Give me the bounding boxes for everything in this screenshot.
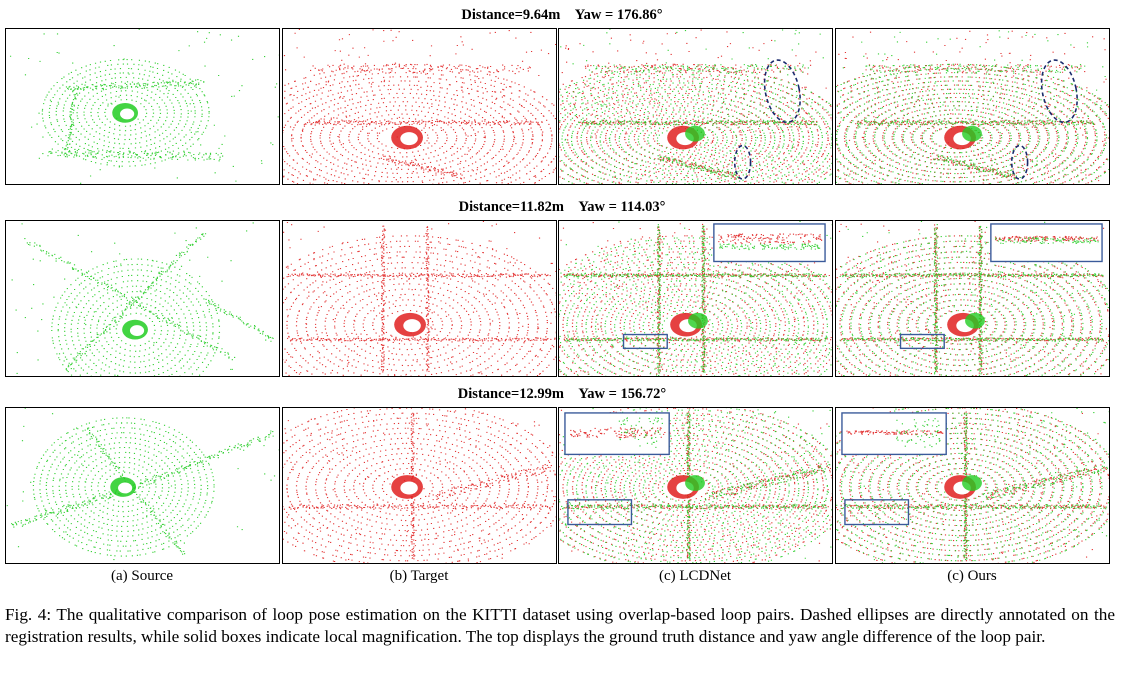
dashed-ellipse-annotation [763, 59, 801, 124]
pointcloud-row2-ours [836, 221, 1109, 376]
pointcloud-row1-lcdnet [559, 29, 832, 184]
inset-target-points [718, 233, 823, 245]
col-label-ours: (c) Ours [947, 568, 997, 584]
source-center-blob [685, 125, 705, 142]
pointcloud-row3-lcdnet [559, 408, 832, 563]
registered-source-cloud [559, 221, 832, 376]
pointcloud-row3-ours [836, 408, 1109, 563]
pointcloud-row2-target [283, 221, 556, 376]
source-center-blob [965, 312, 985, 329]
inset-source-points [719, 243, 821, 251]
panel-row1-source [5, 28, 280, 185]
magnified-inset-box [564, 412, 670, 456]
pointcloud-row1-target [283, 29, 556, 184]
inset-source-points [994, 237, 1099, 245]
figure-caption: Fig. 4: The qualitative comparison of lo… [5, 605, 1115, 646]
target-center-blob-hole [400, 132, 418, 146]
source-cloud [11, 222, 274, 376]
col-label-source: (a) Source [110, 568, 174, 584]
panel-row3-target [282, 407, 557, 564]
pointcloud-row1-ours [836, 30, 1109, 184]
pointcloud-row3-target [283, 408, 556, 563]
row-1-title: Distance=9.64m Yaw = 176.86° [461, 7, 663, 23]
source-center-blob [688, 312, 708, 329]
registered-source-cloud [559, 29, 832, 184]
registered-source-cloud [836, 30, 1109, 184]
panel-row2-lcdnet [558, 220, 833, 377]
dashed-ellipse-annotation [1010, 144, 1029, 180]
target-center-blob-hole [403, 319, 421, 333]
source-cloud [6, 408, 279, 561]
panel-row2-ours [835, 220, 1110, 377]
source-cloud [9, 29, 279, 184]
target-cloud [283, 408, 556, 563]
source-center-blob-hole [129, 325, 145, 337]
registered-source-cloud [836, 221, 1109, 376]
panel-row1-lcdnet [558, 28, 833, 185]
col-label-lcdnet: (c) LCDNet [658, 568, 732, 584]
target-cloud [283, 221, 556, 376]
source-center-blob [962, 475, 982, 491]
magnified-inset-box [990, 223, 1103, 263]
source-center-blob [962, 125, 982, 142]
inset-target-points [570, 427, 666, 439]
source-center-blob-hole [120, 108, 135, 120]
dashed-ellipse-annotation [1040, 59, 1078, 124]
panel-row3-ours [835, 407, 1110, 564]
inset-source-points [896, 418, 941, 448]
dashed-ellipse-annotation [733, 144, 752, 180]
panel-row2-source [5, 220, 280, 377]
row-3-title: Distance=12.99m Yaw = 156.72° [457, 386, 667, 402]
row-2-title: Distance=11.82m Yaw = 114.03° [458, 199, 666, 215]
target-cloud [836, 30, 1109, 184]
panel-row2-target [282, 220, 557, 377]
panel-row1-target [282, 28, 557, 185]
pointcloud-row2-source [11, 222, 274, 376]
magnification-box [899, 333, 945, 350]
panel-row3-source [5, 407, 280, 564]
panel-row3-lcdnet [558, 407, 833, 564]
pointcloud-row2-lcdnet [559, 221, 832, 376]
inset-target-points [994, 235, 1099, 242]
target-center-blob-hole [400, 481, 418, 495]
pointcloud-row1-source [9, 29, 279, 184]
inset-source-points [618, 417, 663, 448]
target-cloud [283, 29, 556, 184]
col-label-target: (b) Target [389, 568, 449, 584]
source-center-blob-hole [118, 482, 133, 494]
target-cloud [559, 29, 832, 184]
panel-row1-ours [835, 28, 1110, 185]
magnification-box [622, 333, 668, 350]
pointcloud-row3-source [6, 408, 279, 561]
source-center-blob [685, 475, 705, 491]
magnification-box [844, 499, 910, 526]
registered-source-cloud [559, 408, 832, 563]
magnification-box [567, 499, 633, 526]
